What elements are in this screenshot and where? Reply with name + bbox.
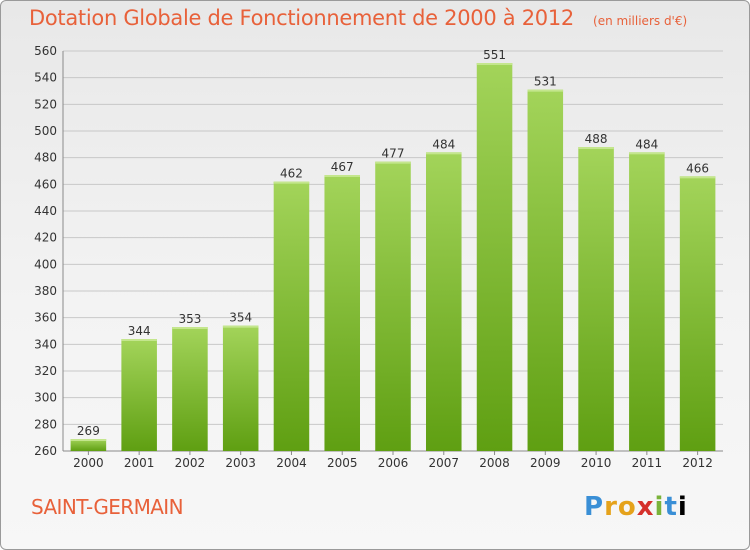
bar-top-edge xyxy=(222,325,259,328)
chart-unit: (en milliers d'€) xyxy=(593,14,688,28)
x-tick-label: 2000 xyxy=(73,456,104,470)
bar-value-label: 269 xyxy=(77,424,100,438)
bar-2010 xyxy=(578,147,614,451)
y-tick-label: 380 xyxy=(34,284,57,298)
bar-2003 xyxy=(222,325,259,451)
bar-value-label: 531 xyxy=(534,75,557,89)
y-tick-label: 520 xyxy=(34,97,57,111)
x-tick-label: 2006 xyxy=(378,456,409,470)
y-tick-label: 340 xyxy=(34,337,57,351)
bar-value-label: 484 xyxy=(432,137,455,151)
y-tick-label: 480 xyxy=(34,151,57,165)
x-tick-label: 2004 xyxy=(276,456,307,470)
bar-value-label: 344 xyxy=(128,324,151,338)
bar-2012 xyxy=(679,176,716,452)
bar-top-edge xyxy=(324,175,360,177)
x-tick-label: 2011 xyxy=(632,456,663,470)
bar-value-label: 354 xyxy=(229,311,252,325)
x-tick-label: 2012 xyxy=(682,456,713,470)
bar-value-label: 466 xyxy=(686,161,709,175)
bars xyxy=(70,63,716,452)
chart-header: Dotation Globale de Fonctionnement de 20… xyxy=(29,6,687,30)
bar-top-edge xyxy=(527,89,564,92)
x-tick-label: 2010 xyxy=(581,456,612,470)
bar-2004 xyxy=(273,181,310,451)
bar-top-edge xyxy=(426,152,462,155)
bar-top-edge xyxy=(375,161,411,164)
y-tick-label: 360 xyxy=(34,311,57,325)
x-tick-label: 2007 xyxy=(428,456,459,470)
bar-top-edge xyxy=(629,152,665,155)
y-tick-label: 560 xyxy=(34,44,57,58)
y-tick-label: 300 xyxy=(34,391,57,405)
bar-value-label: 467 xyxy=(331,160,354,174)
bar-value-label: 488 xyxy=(585,132,608,146)
bar-2002 xyxy=(172,327,208,451)
x-tick-label: 2008 xyxy=(479,456,510,470)
y-tick-label: 440 xyxy=(34,204,57,218)
x-tick-label: 2001 xyxy=(124,456,155,470)
bar-top-edge xyxy=(273,181,310,184)
bar-2009 xyxy=(527,89,564,452)
y-tick-label: 460 xyxy=(34,177,57,191)
y-tick-label: 420 xyxy=(34,231,57,245)
bar-value-label: 462 xyxy=(280,167,303,181)
labels: 269 344 353 354 462 467 477 484 551 531 488 484 466 xyxy=(77,48,709,438)
x-tick-label: 2005 xyxy=(327,456,358,470)
bar-top-edge xyxy=(578,147,614,149)
bar-2000 xyxy=(70,439,107,451)
y-tick-label: 320 xyxy=(34,364,57,378)
y-tick-label: 280 xyxy=(34,417,57,431)
bar-value-label: 353 xyxy=(178,312,201,326)
y-tick-label: 500 xyxy=(34,124,57,138)
chart-title: Dotation Globale de Fonctionnement de 20… xyxy=(29,6,574,30)
bar-2001 xyxy=(121,339,157,451)
y-tick-label: 260 xyxy=(34,444,57,458)
bar-top-edge xyxy=(70,439,107,441)
bar-2006 xyxy=(375,161,411,451)
bar-top-edge xyxy=(172,327,208,329)
bar-top-edge xyxy=(679,176,716,179)
bar-top-edge xyxy=(121,339,157,341)
bar-2011 xyxy=(629,152,665,452)
bar-2005 xyxy=(324,175,360,451)
x-tick-label: 2002 xyxy=(175,456,206,470)
y-tick-label: 540 xyxy=(34,71,57,85)
bar-2008 xyxy=(476,63,513,451)
axes: 260 280 300 320 340 360 380 400 420 440 460 480 500 5… xyxy=(34,44,723,470)
x-tick-label: 2009 xyxy=(530,456,561,470)
bar-top-edge xyxy=(476,63,513,65)
proxiti-logo[interactable]: Proxiti xyxy=(584,492,688,522)
bar-value-label: 484 xyxy=(635,137,658,151)
bar-value-label: 551 xyxy=(483,48,506,62)
commune-name: SAINT-GERMAIN xyxy=(31,495,184,519)
bar-2007 xyxy=(426,152,462,452)
x-tick-label: 2003 xyxy=(225,456,256,470)
bar-value-label: 477 xyxy=(382,147,405,161)
y-tick-label: 400 xyxy=(34,257,57,271)
